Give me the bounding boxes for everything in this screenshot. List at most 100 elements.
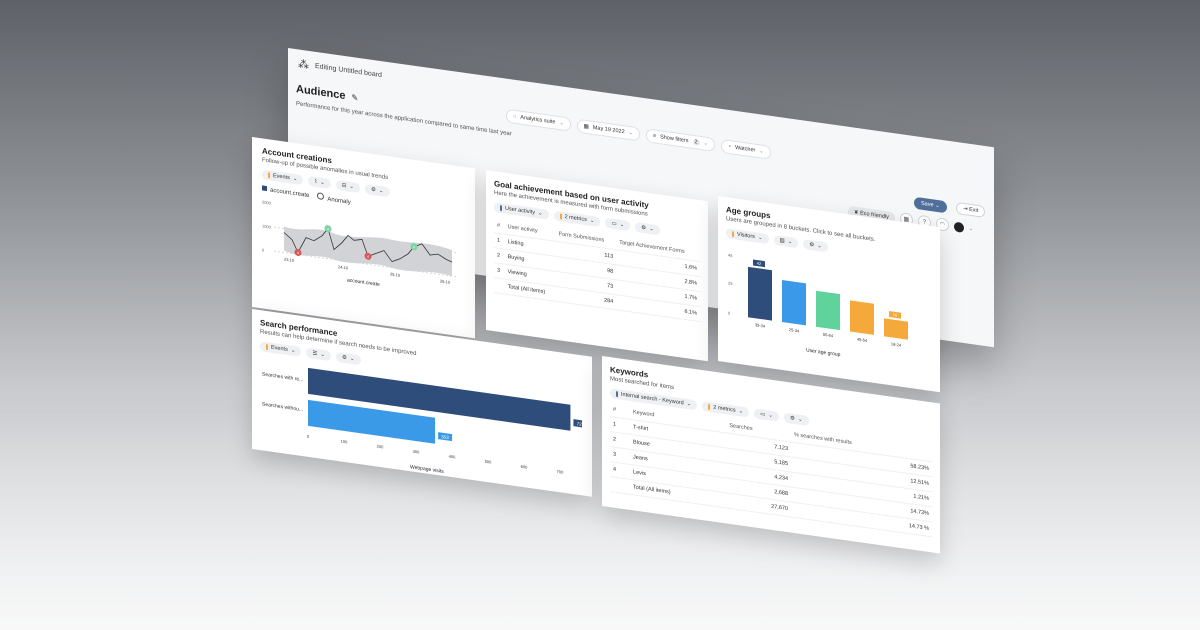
y-tick: 45 [728, 252, 733, 258]
data-label: 353 [441, 434, 449, 440]
total-spacer [494, 277, 505, 295]
settings-chip[interactable]: ⚙ ⌄ [784, 412, 809, 427]
ok-marker [410, 243, 418, 251]
age-bar-chart: 45 25 0 User age group 35-34 42 25-34 55-64… [728, 252, 908, 358]
chart-type-chip[interactable]: ▥ ⌄ [773, 234, 799, 249]
date-select[interactable]: ▦ May 19 2022 ⌄ [576, 118, 640, 142]
age-groups-card: Age groups Users are grouped in 8 bucket… [718, 196, 940, 393]
watcher-select[interactable]: ◔ Watcher ⌄ [720, 138, 771, 160]
age-bar[interactable] [884, 318, 908, 340]
total-pct-value: 14.73 [908, 523, 923, 532]
table-chip[interactable]: ▭ ⌄ [605, 217, 631, 232]
settings-chip[interactable]: ⚙ ⌄ [364, 183, 390, 198]
x-tick: 100 [341, 438, 348, 444]
orange-marker-icon [268, 172, 270, 179]
x-tick: 400 [449, 454, 456, 460]
save-label: Save [921, 200, 934, 209]
events-chip[interactable]: Events ⌄ [262, 169, 304, 186]
data-label-bg [753, 259, 765, 268]
anomaly-marker [364, 252, 372, 260]
trend-icon: ⌇ [314, 178, 318, 186]
x-tick: 0 [307, 434, 310, 439]
x-tick: 23.10 [284, 257, 295, 263]
search-bar[interactable] [308, 399, 436, 444]
trend-chip[interactable]: ⌇ ⌄ [308, 175, 331, 190]
events-chip[interactable]: Events ⌄ [260, 341, 302, 357]
account-creations-card: Account creations Follow-up of possible … [252, 137, 475, 339]
chevron-down-icon: ⌄ [559, 120, 564, 127]
table-chip[interactable]: ▭ ⌄ [754, 408, 780, 422]
analytics-suite-select[interactable]: ◌ Analytics suite ⌄ [506, 108, 571, 132]
goal-achievement-card: Goal achievement based on user activity … [486, 170, 708, 362]
row-number: 2 [494, 247, 505, 265]
pencil-icon[interactable]: ✎ [351, 92, 359, 103]
sort-icon: ☰ [312, 350, 318, 358]
chevron-down-icon[interactable]: ⌄ [968, 225, 974, 232]
blue-marker-icon [616, 390, 618, 398]
total-pct-unit: % [924, 525, 929, 532]
page-title: Audience ✎ [296, 83, 358, 104]
asterisk-logo-icon[interactable]: ⁂ [298, 58, 309, 72]
metrics-label: 2 metrics [713, 404, 736, 414]
x-tick: 18-24 [891, 341, 902, 348]
x-tick: 200 [377, 444, 384, 450]
x-tick: 35-34 [755, 322, 766, 329]
x-tick: 55-64 [823, 332, 834, 339]
x-axis-label: User age group [806, 347, 841, 358]
background-floor [0, 410, 1200, 630]
x-tick: 500 [485, 459, 492, 465]
visitors-chip[interactable]: Visitors ⌄ [726, 228, 769, 245]
data-chip[interactable]: ⊟ ⌄ [335, 179, 360, 194]
page-subtitle: Performance for this year across the app… [296, 101, 512, 138]
age-bar[interactable] [748, 266, 772, 321]
age-bar[interactable] [816, 290, 840, 331]
age-bar[interactable] [850, 300, 874, 335]
legend-series: account.create [262, 185, 309, 199]
filter-bar: ◌ Analytics suite ⌄ ▦ May 19 2022 ⌄ ≡ Show fi… [506, 108, 771, 160]
data-label: 42 [757, 261, 762, 267]
row-number: 3 [494, 262, 505, 280]
filter-count-badge: 2 [692, 138, 700, 146]
page-title-text: Audience [296, 83, 346, 103]
table-icon: ▭ [760, 411, 766, 418]
chevron-down-icon: ⌄ [703, 140, 708, 147]
data-label: 16 [893, 312, 898, 318]
anomaly-label: 4 [297, 251, 299, 255]
x-tick: 24.10 [338, 264, 349, 270]
metrics-chip[interactable]: 2 metrics ⌄ [553, 210, 601, 228]
search-bar[interactable] [308, 367, 571, 431]
settings-chip[interactable]: ⚙ ⌄ [803, 238, 828, 253]
y-tick: 2000 [262, 199, 272, 205]
legend-series-label: account.create [270, 187, 310, 200]
gear-icon: ⚙ [370, 186, 376, 194]
gear-icon: ⚙ [341, 354, 347, 362]
visitors-label: Visitors [737, 231, 755, 241]
x-tick: 300 [413, 449, 420, 455]
user-activity-chip[interactable]: User activity ⌄ [494, 202, 549, 220]
show-filters-button[interactable]: ≡ Show filters 2 ⌄ [645, 128, 715, 152]
settings-chip[interactable]: ⚙ ⌄ [635, 221, 660, 236]
search-hbar-chart: Searches with re... Searches withou... W… [262, 367, 588, 475]
gear-icon: ⚙ [809, 241, 815, 249]
sort-chip[interactable]: ☰ ⌄ [306, 347, 331, 362]
bell-icon: ◔ [727, 143, 732, 151]
orange-marker-icon [732, 230, 734, 238]
globe-icon: ◌ [513, 113, 517, 121]
search-performance-card: Search performance Results can help dete… [252, 309, 592, 497]
exit-label: Exit [969, 206, 979, 215]
series-line [283, 227, 453, 263]
exit-icon: ⇥ [963, 205, 968, 213]
x-tick: 600 [521, 464, 528, 470]
x-axis-label: account.create [347, 277, 380, 288]
avatar[interactable] [953, 221, 964, 233]
settings-chip[interactable]: ⚙ ⌄ [335, 351, 361, 366]
y-tick: 1000 [262, 223, 272, 229]
age-bar[interactable] [782, 279, 806, 326]
filter-icon: ≡ [652, 133, 657, 140]
analytics-suite-label: Analytics suite [520, 114, 556, 126]
data-label-bg [889, 311, 901, 319]
anomaly-label: 4 [367, 255, 369, 259]
bar-category: Searches with re... [262, 371, 303, 383]
total-spacer [610, 476, 631, 495]
orange-marker-icon [559, 213, 562, 220]
